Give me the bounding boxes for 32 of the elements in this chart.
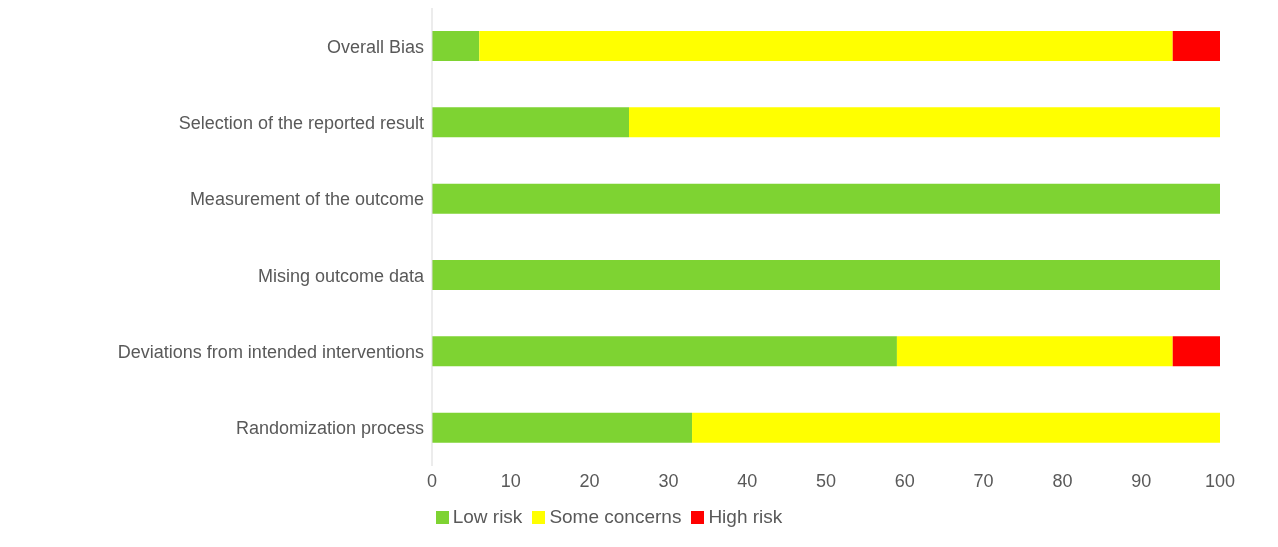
x-tick-label: 30	[658, 470, 679, 491]
x-tick-label: 70	[973, 470, 994, 491]
x-tick-label: 40	[737, 470, 758, 491]
bar	[432, 31, 480, 61]
bar	[896, 336, 1173, 367]
legend-label: High risk	[708, 506, 783, 527]
x-tick-label: 100	[1204, 470, 1236, 491]
bar	[1172, 336, 1220, 367]
bar	[479, 31, 1173, 61]
bar	[432, 260, 1220, 290]
bar	[692, 412, 1220, 443]
x-tick-label: 10	[500, 470, 521, 491]
y-tick-label: Overall Bias	[326, 36, 424, 57]
x-tick-label: 50	[815, 470, 837, 491]
x-tick-label: 60	[894, 470, 915, 491]
bar	[432, 336, 897, 367]
x-tick-label: 20	[579, 470, 600, 491]
bar	[629, 107, 1220, 138]
bar	[432, 183, 1220, 214]
y-tick-label: Selection of the reported result	[178, 112, 424, 133]
y-tick-label: Measurement of the outcome	[189, 189, 424, 210]
bar	[432, 107, 629, 138]
x-tick-label: 80	[1052, 470, 1073, 491]
x-tick-label: 0	[426, 470, 438, 491]
legend-label: Low risk	[452, 506, 523, 527]
y-tick-label: Randomization process	[235, 418, 424, 439]
legend-label: Some concerns	[549, 506, 682, 527]
bar	[1172, 31, 1220, 61]
x-tick-label: 90	[1131, 470, 1152, 491]
y-tick-label: Mising outcome data	[257, 265, 425, 286]
bar	[432, 412, 693, 443]
y-tick-label: Deviations from intended interventions	[117, 341, 424, 362]
